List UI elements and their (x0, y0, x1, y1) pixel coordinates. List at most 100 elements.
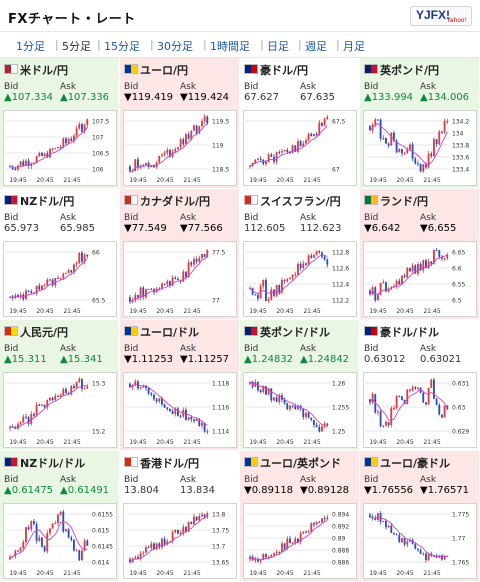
candle-body (83, 124, 86, 132)
candle-body (291, 542, 294, 544)
candle-body (425, 260, 427, 269)
pair-name[interactable]: 豪ドル/ドル (380, 326, 440, 339)
candle-body (382, 521, 385, 523)
pair-name[interactable]: ユーロ/ドル (140, 326, 200, 339)
pair-name[interactable]: 人民元/円 (20, 326, 69, 339)
mini-chart[interactable]: 134.2 134 133.8 133.6 133.4 19:45 20:45 21:45 (363, 110, 477, 186)
rate-card[interactable]: 英ポンド/円 Bid Ask ▲133.994 ▲134.006 134.2 13… (360, 58, 480, 189)
candle-body (139, 287, 142, 298)
pair-name[interactable]: 英ポンド/円 (380, 64, 440, 77)
candle-body (163, 404, 166, 408)
tab-8[interactable]: 月足 (343, 40, 365, 53)
x-tick-label: 21:45 (183, 308, 200, 315)
candle-body (179, 139, 182, 148)
rate-card[interactable]: ユーロ/英ポンド Bid Ask ▼0.89118 ▼0.89128 0.894… (240, 451, 360, 582)
pair-name[interactable]: ユーロ/豪ドル (380, 457, 451, 470)
mini-chart[interactable]: 119.5 119 118.5 19:45 20:45 21:45 (123, 110, 237, 186)
tab-4[interactable]: 30分足 (157, 40, 193, 53)
candle-body (78, 124, 81, 129)
tab-5[interactable]: 1時間足 (210, 40, 250, 53)
pair-name[interactable]: 米ドル/円 (20, 64, 69, 77)
mini-chart[interactable]: 1.775 1.77 1.765 19:45 20:45 21:45 (363, 503, 477, 579)
pair-name[interactable]: NZドル/ドル (20, 457, 86, 470)
pair-name[interactable]: NZドル/円 (20, 195, 75, 208)
mini-chart[interactable]: 67.5 67 19:45 20:45 21:45 (243, 110, 357, 186)
rate-card[interactable]: 英ポンド/ドル Bid Ask ▲1.24832 ▲1.24842 1.26 1.… (240, 320, 360, 451)
mini-chart[interactable]: 112.8 112.6 112.4 112.2 19:45 20:45 21:45 (243, 241, 357, 317)
tab-1[interactable]: 1分足 (16, 40, 45, 53)
rate-card[interactable]: NZドル/ドル Bid Ask ▲0.61475 ▲0.61491 0.6155… (0, 451, 120, 582)
rate-card[interactable]: カナダドル/円 Bid Ask ▼77.549 ▼77.566 77.5 77 19… (120, 189, 240, 320)
rate-card[interactable]: ユーロ/円 Bid Ask ▼119.419 ▼119.424 119.5 119… (120, 58, 240, 189)
candle-body (430, 379, 433, 388)
bid-label: Bid (364, 82, 379, 92)
x-tick-label: 21:45 (183, 570, 200, 577)
candle-body (142, 386, 145, 388)
pair-name[interactable]: ランド/円 (380, 195, 429, 208)
candle-body (203, 254, 206, 257)
rate-card[interactable]: 豪ドル/円 Bid Ask 67.627 67.635 67.5 67 19:45 2… (240, 58, 360, 189)
tab-6[interactable]: 日足 (267, 40, 289, 53)
pair-name[interactable]: スイスフラン/円 (260, 195, 341, 208)
candle-body (198, 126, 201, 133)
candle-body (27, 527, 30, 530)
candle-body (441, 555, 443, 560)
pair-name[interactable]: ユーロ/英ポンド (260, 457, 342, 470)
mini-chart[interactable]: 6.65 6.6 6.55 6.5 19:45 20:45 21:45 (363, 241, 477, 317)
mini-chart[interactable]: 1.118 1.116 1.114 19:45 20:45 21:45 (123, 372, 237, 448)
rate-card[interactable]: ユーロ/豪ドル Bid Ask ▼1.76556 ▼1.76571 1.775 1… (360, 451, 480, 582)
mini-chart[interactable]: 77.5 77 19:45 20:45 21:45 (123, 241, 237, 317)
y-tick-label: 1.255 (332, 405, 349, 412)
y-tick-label: 0.6155 (92, 512, 113, 519)
pair-name[interactable]: カナダドル/円 (140, 195, 211, 208)
rate-card[interactable]: NZドル/円 Bid Ask 65.973 65.985 66 65.5 19:45… (0, 189, 120, 320)
x-tick-label: 19:45 (9, 439, 26, 446)
y-tick-label: 112.6 (332, 266, 349, 273)
mini-chart[interactable]: 0.631 0.63 0.629 19:45 20:45 21:45 (363, 372, 477, 448)
rate-card[interactable]: 香港ドル/円 Bid Ask 13.804 13.834 13.8 13.75 13… (120, 451, 240, 582)
mini-chart[interactable]: 0.6155 0.615 0.6145 0.614 19:45 20:45 21:45 (3, 503, 117, 579)
candle-body (179, 532, 182, 534)
pair-name[interactable]: 英ポンド/ドル (260, 326, 331, 339)
x-tick-label: 20:45 (396, 177, 413, 184)
y-tick-label: 15.3 (92, 381, 106, 388)
y-tick-label: 1.114 (212, 429, 229, 436)
candle-body (291, 405, 294, 407)
candle-body (278, 395, 281, 402)
brand-logo[interactable]: YJFX! Yahoo! (410, 6, 472, 26)
candle-body (147, 288, 150, 290)
rate-card[interactable]: 豪ドル/ドル Bid Ask 0.63012 0.63021 0.631 0.63… (360, 320, 480, 451)
y-tick-label: 6.6 (452, 266, 462, 273)
candle-body (201, 121, 203, 127)
candle-body (43, 546, 46, 552)
mini-chart[interactable]: 66 65.5 19:45 20:45 21:45 (3, 241, 117, 317)
mini-chart[interactable]: 107.5 107 106.5 106 19:45 20:45 21:45 (3, 110, 117, 186)
pair-name[interactable]: ユーロ/円 (140, 64, 189, 77)
mini-chart[interactable]: 15.3 15.2 19:45 20:45 21:45 (3, 372, 117, 448)
rate-card[interactable]: 人民元/円 Bid Ask ▲15.311 ▲15.341 15.3 15.2 19… (0, 320, 120, 451)
candle-body (278, 152, 281, 154)
rate-card[interactable]: ユーロ/ドル Bid Ask ▼1.11253 ▼1.11257 1.118 1.… (120, 320, 240, 451)
flag-part (131, 196, 137, 204)
mini-chart[interactable]: 1.26 1.255 1.25 19:45 20:45 21:45 (243, 372, 357, 448)
candle-body (201, 423, 203, 426)
mini-chart[interactable]: 0.894 0.892 0.89 0.888 0.886 19:45 20:45 21:45 (243, 503, 357, 579)
candle-body (259, 560, 262, 562)
x-tick-label: 19:45 (129, 439, 146, 446)
rate-card[interactable]: スイスフラン/円 Bid Ask 112.605 112.623 112.8 11… (240, 189, 360, 320)
rate-card[interactable]: 米ドル/円 Bid Ask ▲107.334 ▲107.336 107.5 107… (0, 58, 120, 189)
rate-card[interactable]: ランド/円 Bid Ask ▼6.642 ▼6.655 6.65 6.6 6.55 6… (360, 189, 480, 320)
mini-chart[interactable]: 13.8 13.75 13.7 13.65 19:45 20:45 21:45 (123, 503, 237, 579)
candle-body (430, 261, 433, 264)
tab-2[interactable]: 5分足 (62, 40, 91, 53)
tab-7[interactable]: 週足 (305, 40, 327, 53)
y-tick-label: 1.765 (452, 560, 469, 567)
candle-body (278, 284, 281, 293)
tab-separator: | (203, 38, 207, 51)
tab-3[interactable]: 15分足 (104, 40, 140, 53)
pair-name[interactable]: 香港ドル/円 (140, 457, 200, 470)
eu-flag-icon (244, 457, 258, 467)
candle-body (22, 416, 25, 423)
pair-name[interactable]: 豪ドル/円 (260, 64, 309, 77)
candle-body (78, 378, 81, 382)
